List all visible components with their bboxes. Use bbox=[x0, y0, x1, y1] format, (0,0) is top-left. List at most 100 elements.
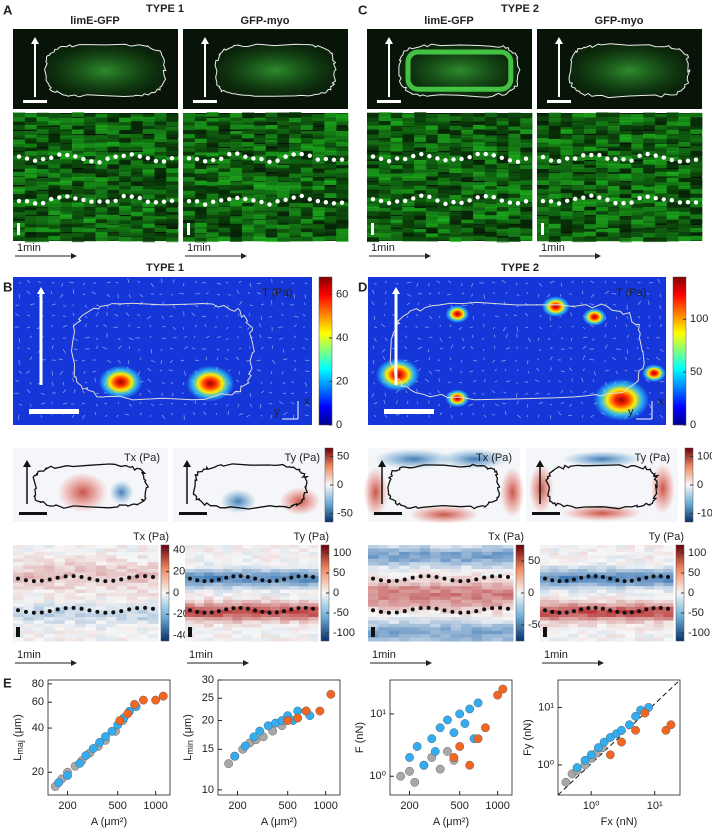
traction-vector bbox=[414, 359, 419, 363]
edge-marker bbox=[564, 156, 570, 161]
kymograph-pixel bbox=[64, 589, 76, 594]
data-point bbox=[54, 778, 64, 788]
kymograph-pixel bbox=[95, 129, 108, 134]
stress-blob bbox=[562, 451, 642, 468]
kymograph-pixel bbox=[419, 613, 431, 618]
kymograph-pixel bbox=[223, 637, 233, 642]
kymograph-pixel bbox=[414, 219, 427, 225]
kymograph-pixel bbox=[300, 215, 314, 221]
kymograph-pixel bbox=[232, 623, 243, 628]
kymograph-pixel bbox=[83, 164, 96, 170]
kymograph-pixel bbox=[95, 589, 107, 594]
kymograph-pixel bbox=[166, 219, 179, 224]
traction-vector bbox=[428, 292, 432, 295]
traction-vector bbox=[450, 414, 454, 419]
kymograph-pixel bbox=[242, 586, 252, 591]
kymograph-pixel bbox=[643, 207, 656, 212]
edge-marker bbox=[386, 200, 392, 206]
kymograph-pixel bbox=[336, 184, 349, 190]
kymograph-pixel bbox=[60, 113, 73, 119]
edge-marker bbox=[564, 610, 569, 615]
kymograph-pixel bbox=[218, 185, 231, 190]
kymograph-pixel bbox=[299, 569, 309, 573]
kymograph-pixel bbox=[312, 151, 325, 156]
kymograph-pixel bbox=[324, 212, 337, 217]
traction-vector bbox=[637, 357, 642, 361]
kymograph-pixel bbox=[368, 569, 379, 573]
kymograph-pixel bbox=[578, 589, 588, 594]
kymograph-pixel bbox=[23, 637, 35, 642]
kymograph-pixel bbox=[644, 613, 655, 618]
traction-vector bbox=[437, 390, 441, 394]
kymograph-pixel bbox=[36, 169, 49, 174]
kymograph-pixel bbox=[241, 147, 255, 153]
kymograph-pixel bbox=[502, 589, 514, 594]
kymograph-pixel bbox=[473, 210, 486, 216]
kymograph-pixel bbox=[402, 189, 415, 195]
kymograph-pixel bbox=[241, 156, 255, 162]
kymograph-pixel bbox=[502, 617, 514, 621]
kymograph-pixel bbox=[241, 124, 255, 130]
kymograph-pixel bbox=[473, 219, 486, 225]
kymograph-pixel bbox=[232, 551, 243, 556]
kymograph-pixel bbox=[251, 617, 262, 621]
kymograph-pixel bbox=[13, 164, 26, 170]
kymograph-pixel bbox=[461, 569, 473, 573]
traction-vector bbox=[428, 303, 432, 306]
y-label-main: F bbox=[354, 746, 366, 753]
kymograph-pixel bbox=[461, 185, 474, 191]
edge-marker bbox=[169, 156, 175, 161]
kymograph-pixel bbox=[300, 189, 314, 194]
kymograph-pixel bbox=[644, 589, 655, 594]
kymograph-pixel bbox=[24, 190, 38, 196]
kymograph-pixel bbox=[13, 551, 24, 556]
kymograph-pixel bbox=[549, 586, 560, 591]
kymograph-pixel bbox=[368, 617, 379, 621]
kymograph-pixel bbox=[265, 160, 278, 166]
traction-vector bbox=[117, 345, 122, 350]
kymograph-pixel bbox=[549, 610, 560, 615]
kymograph-pixel bbox=[616, 620, 626, 625]
traction-vector bbox=[84, 381, 88, 384]
kymograph-pixel bbox=[241, 112, 255, 118]
kymograph-pixel bbox=[496, 163, 509, 169]
kymograph-pixel bbox=[194, 125, 208, 131]
kymograph-pixel bbox=[560, 180, 573, 186]
kymograph-pixel bbox=[631, 180, 644, 186]
kymograph-pixel bbox=[549, 596, 560, 601]
kymograph-pixel bbox=[324, 198, 337, 204]
traction-vector bbox=[95, 304, 100, 306]
kymograph-pixel bbox=[678, 177, 691, 183]
traction-vector bbox=[194, 324, 197, 328]
kymograph-pixel bbox=[48, 188, 61, 194]
kymograph-pixel bbox=[625, 582, 636, 587]
kymograph-pixel bbox=[194, 599, 205, 604]
x-tick-label: 500 bbox=[109, 800, 127, 812]
kymograph-pixel bbox=[409, 623, 421, 628]
kymograph-pixel bbox=[430, 548, 441, 553]
kymograph-pixel bbox=[185, 613, 195, 618]
kymograph-pixel bbox=[107, 122, 120, 128]
scale-bar bbox=[188, 627, 192, 637]
data-point bbox=[427, 734, 437, 744]
kymograph-pixel bbox=[194, 202, 208, 208]
traction-vector bbox=[150, 348, 153, 354]
kymograph-pixel bbox=[654, 228, 668, 234]
kymograph-pixel bbox=[430, 634, 441, 639]
edge-marker bbox=[467, 154, 472, 160]
kymograph-pixel bbox=[419, 572, 431, 577]
kymograph-pixel bbox=[206, 228, 219, 234]
traction-vector bbox=[472, 315, 475, 320]
edge-marker bbox=[87, 576, 92, 581]
kymograph-pixel bbox=[166, 232, 179, 238]
kymograph-pixel bbox=[654, 593, 664, 597]
kymograph-pixel bbox=[166, 113, 179, 119]
kymograph-pixel bbox=[368, 579, 379, 584]
kymograph-pixel bbox=[24, 198, 38, 204]
kymograph-pixel bbox=[449, 121, 462, 127]
kymograph-pixel bbox=[572, 190, 585, 196]
kymograph-pixel bbox=[616, 610, 626, 615]
kymograph-pixel bbox=[289, 207, 302, 213]
kymograph-pixel bbox=[261, 589, 271, 594]
kymograph-pixel bbox=[496, 113, 509, 118]
